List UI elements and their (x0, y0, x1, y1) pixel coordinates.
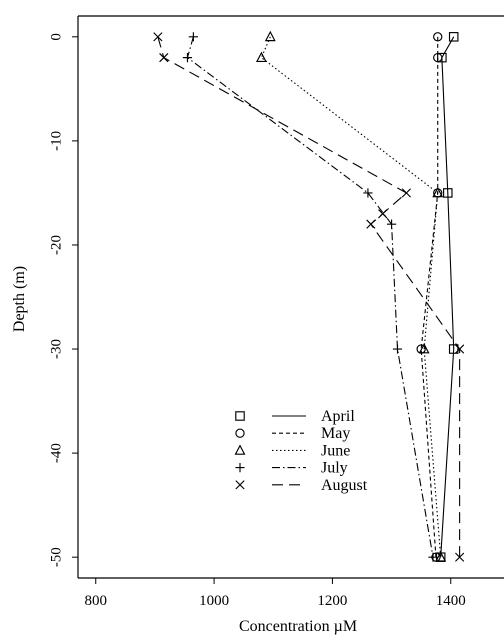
legend-label-june: June (321, 442, 350, 459)
data-point-june (418, 342, 430, 354)
legend-label-may: May (321, 425, 350, 442)
data-point-july (188, 32, 198, 42)
legend-label-july: July (321, 460, 348, 477)
legend-marker-may (235, 428, 245, 438)
data-point-may (433, 32, 443, 42)
data-point-august (153, 32, 163, 42)
x-tick-label: 1400 (436, 593, 466, 609)
legend-label-april: April (321, 408, 355, 425)
y-tick-label: -20 (48, 235, 64, 255)
data-point-july (386, 219, 397, 229)
series-line-july (186, 36, 434, 558)
axis-layer: 0 -10 -20 -30 -40 -50 800 1000 1200 1400 (48, 15, 504, 609)
series-july (182, 32, 438, 562)
legend-item-may: May (235, 425, 350, 442)
x-tick-label: 800 (85, 593, 108, 609)
x-axis-label: Concentration µM (239, 618, 357, 635)
legend-label-august: August (321, 477, 368, 494)
legend-marker-april (235, 411, 245, 421)
series-line-may (420, 36, 439, 558)
data-point-july (363, 188, 373, 198)
data-point-august (455, 344, 465, 354)
data-point-august (366, 219, 376, 229)
data-point-may (433, 52, 443, 63)
x-tick-label: 1200 (317, 593, 347, 609)
data-point-june (255, 51, 267, 63)
data-point-august (401, 188, 411, 198)
data-point-july (182, 53, 193, 63)
plot-layer (153, 30, 465, 562)
y-tick-label: -50 (48, 547, 64, 567)
series-august (153, 32, 465, 562)
data-point-june (432, 186, 444, 198)
legend-marker-july (235, 463, 245, 473)
data-point-august (378, 209, 388, 219)
legend-item-august: August (235, 477, 368, 494)
series-line-april (440, 36, 455, 558)
y-tick-label: -40 (48, 443, 64, 463)
series-april (435, 32, 459, 562)
series-june (255, 30, 447, 562)
series-line-june (260, 36, 442, 558)
legend-item-july: July (235, 460, 348, 477)
data-point-july (428, 552, 438, 562)
legend-item-june: June (234, 442, 350, 459)
legend-marker-august (235, 480, 245, 490)
data-point-july (392, 344, 403, 354)
y-tick-label: -30 (48, 339, 64, 359)
data-point-june (435, 551, 447, 562)
series-line-august (157, 36, 461, 558)
legend-item-april: April (235, 408, 355, 425)
legend-marker-june (234, 444, 246, 455)
y-axis-label: Depth (m) (11, 266, 28, 332)
data-point-april (443, 188, 453, 198)
y-tick-label: -10 (48, 131, 64, 151)
series-may (416, 32, 443, 562)
data-point-april (448, 344, 459, 354)
data-point-august (455, 552, 465, 562)
y-tick-label: 0 (48, 33, 64, 41)
data-point-june (264, 30, 276, 42)
data-point-august (159, 53, 169, 63)
data-point-april (448, 32, 459, 42)
x-tick-label: 1000 (199, 593, 229, 609)
data-point-april (437, 52, 447, 63)
